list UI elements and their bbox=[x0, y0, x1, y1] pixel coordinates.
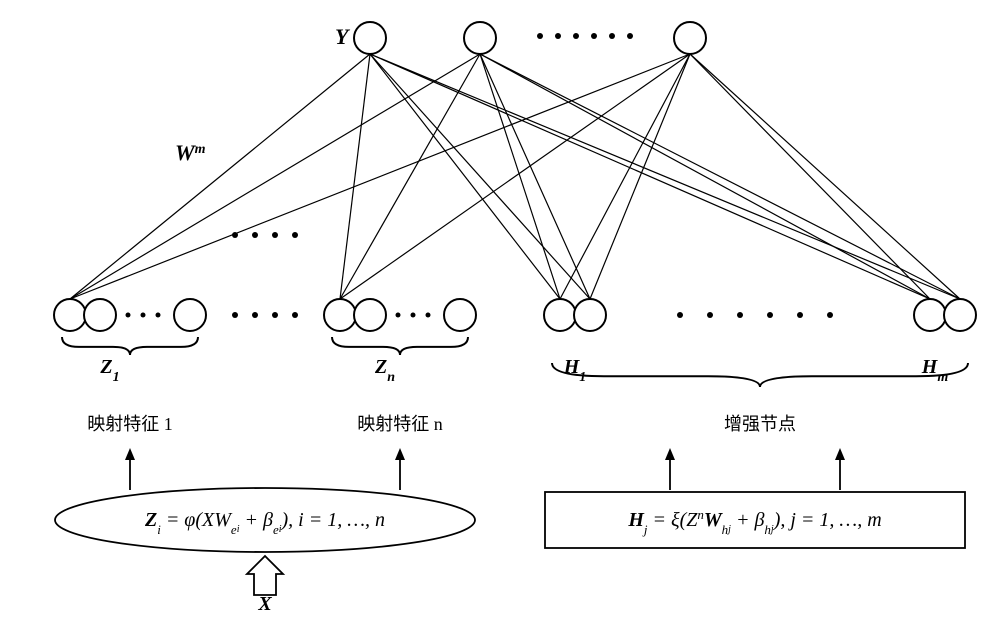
up-arrow-head bbox=[395, 448, 405, 460]
ellipsis-dot bbox=[126, 313, 131, 318]
ellipsis-dot bbox=[609, 33, 615, 39]
ellipsis-dot bbox=[232, 312, 238, 318]
ellipsis-dot bbox=[411, 313, 416, 318]
input-block-arrow bbox=[247, 556, 283, 595]
boxes-layer: Zi = φ(XWei + βei), i = 1, …, nHj = ξ(Zn… bbox=[55, 488, 965, 552]
output-label-Y: Y bbox=[335, 24, 351, 49]
edge bbox=[70, 54, 370, 299]
ellipsis-dot bbox=[707, 312, 713, 318]
feature-node bbox=[444, 299, 476, 331]
brace bbox=[332, 337, 468, 355]
edges-layer bbox=[70, 54, 960, 299]
ellipsis-dot bbox=[292, 312, 298, 318]
ellipsis-dot bbox=[573, 33, 579, 39]
edge bbox=[370, 54, 590, 299]
feature-node bbox=[54, 299, 86, 331]
ellipsis-dot bbox=[797, 312, 803, 318]
up-arrow-head bbox=[125, 448, 135, 460]
enhance-node bbox=[574, 299, 606, 331]
enhance-node bbox=[944, 299, 976, 331]
ellipsis-dot bbox=[252, 312, 258, 318]
ellipsis-dot bbox=[396, 313, 401, 318]
feature-node bbox=[84, 299, 116, 331]
edge bbox=[370, 54, 930, 299]
edge bbox=[480, 54, 590, 299]
ellipsis-dot bbox=[272, 312, 278, 318]
edge bbox=[590, 54, 690, 299]
edge bbox=[370, 54, 560, 299]
edge bbox=[480, 54, 960, 299]
output-node bbox=[354, 22, 386, 54]
ellipsis-dot bbox=[555, 33, 561, 39]
ellipsis-dot bbox=[627, 33, 633, 39]
edge bbox=[690, 54, 960, 299]
edge bbox=[340, 54, 370, 299]
ellipsis-dot bbox=[827, 312, 833, 318]
ellipsis-dot bbox=[156, 313, 161, 318]
ellipsis-dot bbox=[677, 312, 683, 318]
ellipsis-dot bbox=[591, 33, 597, 39]
brace bbox=[552, 363, 968, 387]
feature-node bbox=[174, 299, 206, 331]
ellipsis-dot bbox=[767, 312, 773, 318]
edge bbox=[70, 54, 690, 299]
up-arrow-head bbox=[835, 448, 845, 460]
ellipsis-dot bbox=[232, 232, 238, 238]
weight-label-Wm: Wm bbox=[175, 140, 206, 165]
group-label-H2: Hm bbox=[921, 356, 949, 385]
bls-architecture-diagram: Y Wm Z1 Zn H1 Hm 映射特征 1 映射特征 n 增强节点 X Zi = φ(XWei… bbox=[0, 0, 1000, 617]
caption-mapped_feature_1: 映射特征 1 bbox=[87, 414, 173, 434]
edge bbox=[690, 54, 930, 299]
brace bbox=[62, 337, 198, 355]
group-label-Z2: Zn bbox=[374, 356, 395, 385]
output-node bbox=[674, 22, 706, 54]
caption-mapped_feature_n: 映射特征 n bbox=[357, 414, 443, 434]
ellipsis-dot bbox=[272, 232, 278, 238]
feature-node bbox=[324, 299, 356, 331]
ellipsis-dot bbox=[252, 232, 258, 238]
ellipsis-dot bbox=[292, 232, 298, 238]
output-node bbox=[464, 22, 496, 54]
group-label-H1: H1 bbox=[563, 356, 587, 385]
group-label-Z1: Z1 bbox=[99, 356, 119, 385]
enhance-node bbox=[544, 299, 576, 331]
enhance-node bbox=[914, 299, 946, 331]
braces-layer bbox=[62, 337, 968, 387]
ellipsis-dot bbox=[426, 313, 431, 318]
input-label-X: X bbox=[257, 593, 272, 615]
caption-enhance_nodes: 增强节点 bbox=[724, 414, 796, 434]
edge bbox=[70, 54, 480, 299]
edge bbox=[560, 54, 690, 299]
ellipsis-dot bbox=[737, 312, 743, 318]
ellipsis-dot bbox=[537, 33, 543, 39]
up-arrow-head bbox=[665, 448, 675, 460]
edge bbox=[340, 54, 690, 299]
ellipsis-dot bbox=[141, 313, 146, 318]
feature-node bbox=[354, 299, 386, 331]
edge bbox=[370, 54, 960, 299]
